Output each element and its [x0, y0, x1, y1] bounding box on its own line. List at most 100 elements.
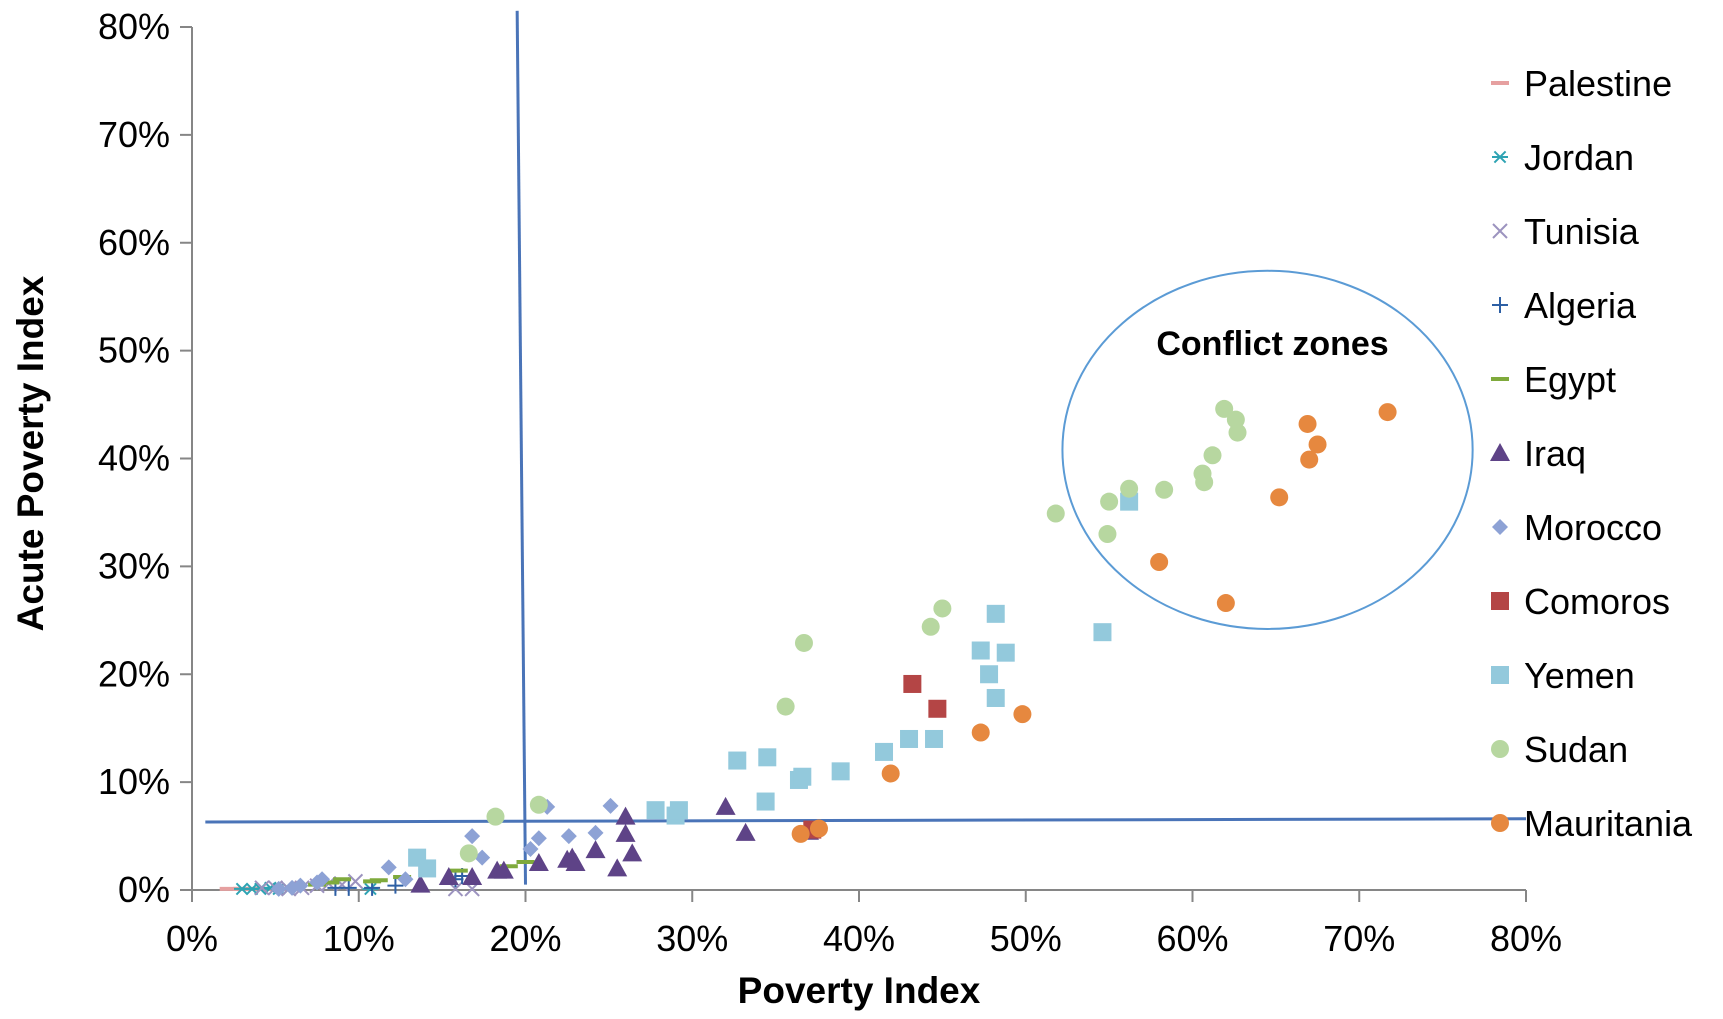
data-point-tunisia [347, 873, 364, 890]
data-point-yemen [986, 688, 1005, 707]
data-point-mauritania [1270, 488, 1289, 507]
threshold-lines [205, 10, 1527, 885]
legend-item-tunisia: Tunisia [1492, 211, 1640, 252]
legend-marker [1492, 150, 1508, 164]
data-point-yemen [669, 801, 688, 820]
data-point-morocco [464, 828, 481, 845]
x-tick-label: 60% [1156, 918, 1228, 959]
data-point-sudan [921, 617, 940, 636]
y-tick-label: 70% [98, 114, 170, 155]
legend-marker [1492, 297, 1508, 313]
legend-label: Morocco [1524, 507, 1662, 548]
data-point-yemen [875, 742, 894, 761]
legend-item-morocco: Morocco [1492, 507, 1662, 548]
legend-marker [1491, 740, 1509, 758]
data-point-iraq [715, 796, 736, 815]
data-point-yemen [646, 801, 665, 820]
data-point-morocco [530, 830, 547, 847]
series-sudan [459, 399, 1247, 863]
data-point-yemen [996, 643, 1015, 662]
y-tick-label: 30% [98, 545, 170, 586]
legend-item-yemen: Yemen [1491, 655, 1635, 696]
data-point-morocco [292, 877, 309, 894]
data-point-mauritania [971, 723, 990, 742]
data-point-morocco [587, 824, 604, 841]
data-point-mauritania [1300, 450, 1319, 469]
data-point-sudan [1120, 479, 1139, 498]
data-point-yemen [793, 767, 812, 786]
data-point-iraq [438, 867, 459, 886]
data-point-algeria [340, 879, 357, 896]
series-morocco [270, 797, 619, 897]
x-tick-label: 70% [1323, 918, 1395, 959]
data-point-yemen [925, 729, 944, 748]
data-point-iraq [585, 840, 606, 859]
legend-label: Egypt [1524, 359, 1616, 400]
data-point-sudan [486, 807, 505, 826]
legend-item-algeria: Algeria [1492, 285, 1637, 326]
series-comoros [803, 674, 947, 839]
data-point-iraq [410, 874, 431, 893]
legend-label: Tunisia [1524, 211, 1640, 252]
data-point-morocco [397, 871, 414, 888]
x-tick-label: 0% [166, 918, 218, 959]
data-point-iraq [493, 860, 514, 879]
data-point-sudan [1203, 446, 1222, 465]
data-point-yemen [900, 729, 919, 748]
legend-label: Iraq [1524, 433, 1586, 474]
y-axis-title: Acute Poverty Index [10, 275, 51, 631]
data-point-iraq [462, 867, 483, 886]
data-point-sudan [1046, 504, 1065, 523]
legend-label: Yemen [1524, 655, 1635, 696]
x-tick-label: 10% [323, 918, 395, 959]
data-point-sudan [1155, 480, 1174, 499]
legend-item-sudan: Sudan [1491, 729, 1628, 770]
legend-marker [1492, 519, 1508, 535]
data-point-morocco [522, 841, 539, 858]
data-point-morocco [270, 880, 287, 897]
data-point-yemen [980, 665, 999, 684]
data-point-sudan [529, 795, 548, 814]
legend-item-egypt: Egypt [1491, 359, 1616, 400]
data-point-iraq [528, 853, 549, 872]
series-iraq [410, 796, 819, 893]
data-point-mauritania [809, 819, 828, 838]
y-tick-label: 20% [98, 653, 170, 694]
data-point-mauritania [881, 764, 900, 783]
y-tick-label: 50% [98, 330, 170, 371]
legend-label: Algeria [1524, 285, 1637, 326]
data-point-yemen [971, 641, 990, 660]
data-point-iraq [565, 853, 586, 872]
legend-marker [1491, 666, 1509, 684]
data-point-mauritania [1308, 435, 1327, 454]
legend-label: Comoros [1524, 581, 1670, 622]
data-points [219, 399, 1397, 897]
legend-item-jordan: Jordan [1492, 137, 1634, 178]
conflict-zones-annotation: Conflict zones [1061, 269, 1474, 630]
y-tick-label: 40% [98, 438, 170, 479]
data-point-yemen [831, 762, 850, 781]
data-point-mauritania [1216, 594, 1235, 613]
data-point-yemen [758, 748, 777, 767]
legend-marker [1491, 592, 1509, 610]
data-point-iraq [622, 843, 643, 862]
legend: Palestine Jordan Tunisia Algeria Egypt Iraq Mo… [1490, 63, 1693, 844]
conflict-zones-ellipse [1061, 269, 1474, 630]
series-mauritania [791, 403, 1397, 843]
legend-item-iraq: Iraq [1490, 433, 1586, 474]
data-point-sudan [933, 599, 952, 618]
legend-item-mauritania: Mauritania [1491, 803, 1693, 844]
data-point-mauritania [1378, 403, 1397, 422]
data-point-sudan [1215, 399, 1234, 418]
x-tick-label: 80% [1490, 918, 1562, 959]
legend-item-comoros: Comoros [1491, 581, 1670, 622]
data-point-yemen [728, 751, 747, 770]
horizontal-threshold-line [205, 817, 1527, 824]
data-point-yemen [1093, 623, 1112, 642]
data-point-iraq [735, 822, 756, 841]
data-point-mauritania [1150, 553, 1169, 572]
data-point-morocco [314, 871, 331, 888]
data-point-comoros [928, 699, 947, 718]
data-point-yemen [1120, 492, 1139, 511]
legend-label: Palestine [1524, 63, 1672, 104]
